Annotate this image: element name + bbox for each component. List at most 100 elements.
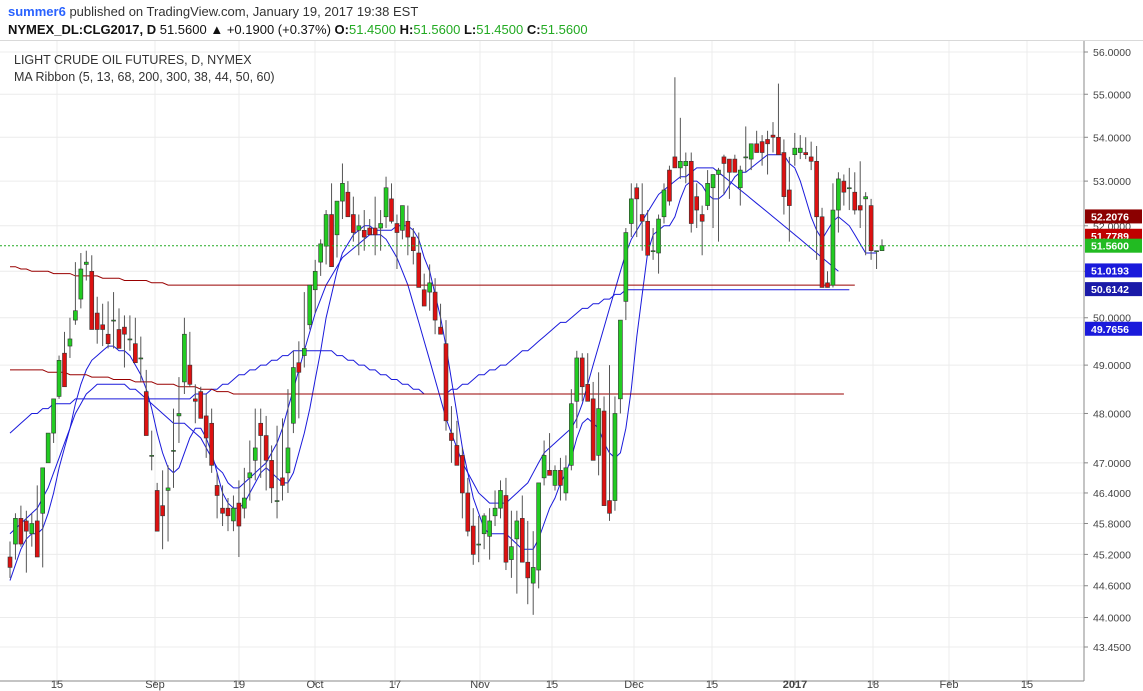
low-label: L: xyxy=(463,22,477,37)
price-tick-label: 46.4000 xyxy=(1093,488,1131,500)
open-value: 51.4500 xyxy=(348,22,396,37)
candle-up xyxy=(285,447,291,474)
candle-up xyxy=(127,338,133,341)
candle-down xyxy=(460,455,465,494)
candle-down xyxy=(394,223,400,233)
price-tick-label: 44.0000 xyxy=(1093,613,1131,625)
low-value: 51.4500 xyxy=(476,22,524,37)
candle-up xyxy=(541,455,547,479)
candle-up xyxy=(182,333,187,383)
candle-up xyxy=(171,450,176,452)
chart-title: LIGHT CRUDE OIL FUTURES, D, NYMEX xyxy=(14,53,252,67)
candle-down xyxy=(405,220,411,238)
candle-down xyxy=(122,326,127,335)
candle-down xyxy=(94,312,100,330)
chart-grid xyxy=(0,41,1084,681)
candle-up xyxy=(836,178,841,211)
high-label: H: xyxy=(399,22,414,37)
open-label: O: xyxy=(334,22,349,37)
candle-down xyxy=(203,415,209,439)
price-label-bg xyxy=(1085,321,1142,336)
candle-down xyxy=(421,289,427,307)
candle-up xyxy=(111,319,116,322)
candle-down xyxy=(416,252,422,288)
candle-up xyxy=(56,360,62,397)
candle-down xyxy=(225,507,231,517)
candle-down xyxy=(808,156,814,162)
price-change: ▲ +0.1900 (+0.37%) xyxy=(210,22,331,37)
candle-up xyxy=(650,250,656,253)
candle-up xyxy=(318,243,323,263)
candle-down xyxy=(688,160,694,224)
candle-down xyxy=(841,180,847,193)
price-tick-label: 45.2000 xyxy=(1093,549,1131,561)
price-change-text: ▲ +0.1900 (+0.37%) xyxy=(210,22,331,37)
candle-up xyxy=(678,160,683,169)
candle-down xyxy=(721,156,727,164)
time-tick-label: 2017 xyxy=(783,679,807,691)
candle-down xyxy=(280,477,285,486)
candle-up xyxy=(301,348,307,356)
time-axis[interactable]: 15 Sep 19 Oct 17 Nov 15 Dec 15 2017 18 Feb 15 xyxy=(0,679,1084,691)
price-axis[interactable]: 56.000055.000054.000053.000052.000051.00… xyxy=(1083,41,1143,681)
close-label: C: xyxy=(526,22,541,37)
candle-up xyxy=(797,147,803,153)
author-link[interactable]: summer6 xyxy=(8,4,66,19)
candle-down xyxy=(694,196,700,211)
last-price: 51.5600 xyxy=(159,22,207,37)
time-tick-label: Feb xyxy=(940,679,959,691)
candle-down xyxy=(34,520,40,558)
ma-line-ma-200 xyxy=(10,266,855,286)
time-tick-label: 15 xyxy=(1021,679,1033,691)
time-tick-label: 15 xyxy=(706,679,718,691)
candle-down xyxy=(133,343,138,364)
candle-down xyxy=(667,169,672,202)
candle-up xyxy=(743,156,749,159)
candle-down xyxy=(329,214,334,268)
candle-up xyxy=(51,398,56,434)
price-tick-label: 43.4500 xyxy=(1093,642,1131,654)
candle-down xyxy=(443,343,449,422)
candle-down xyxy=(699,214,705,222)
time-tick-label: 15 xyxy=(51,679,63,691)
price-label-bg xyxy=(1085,238,1142,253)
candle-down xyxy=(449,432,454,441)
candle-down xyxy=(852,191,858,211)
price-chart[interactable]: 56.000055.000054.000053.000052.000051.00… xyxy=(0,41,1143,691)
candle-down xyxy=(607,500,612,514)
price-tick-label: 48.0000 xyxy=(1093,408,1131,420)
candle-up xyxy=(84,261,89,265)
publish-line: summer6 published on TradingView.com, Ja… xyxy=(8,4,418,19)
candle-down xyxy=(193,398,198,402)
ma-line-ma-5 xyxy=(9,154,877,581)
candle-down xyxy=(868,205,874,252)
candle-up xyxy=(149,455,154,457)
candle-up xyxy=(476,543,482,546)
candle-up xyxy=(661,189,667,218)
price-tick-label: 47.0000 xyxy=(1093,458,1131,470)
candle-up xyxy=(247,472,253,479)
candle-up xyxy=(492,507,498,517)
candle-up xyxy=(596,408,601,456)
candle-up xyxy=(383,187,389,218)
candle-up xyxy=(509,546,514,560)
candle-up xyxy=(323,214,329,247)
candle-down xyxy=(672,156,678,169)
candle-down xyxy=(470,525,476,555)
candle-up xyxy=(481,515,487,535)
candle-down xyxy=(154,490,160,532)
price-label-text: 51.5600 xyxy=(1091,241,1129,253)
time-tick-label: Nov xyxy=(470,679,490,691)
candle-up xyxy=(863,196,868,200)
candle-down xyxy=(819,216,825,288)
candle-down xyxy=(727,158,732,173)
candle-up xyxy=(574,357,580,402)
candle-down xyxy=(410,236,416,252)
candle-up xyxy=(29,523,35,535)
candle-down xyxy=(214,485,220,496)
ma-line-ma-300 xyxy=(10,369,844,395)
candle-up xyxy=(274,500,280,502)
candle-up xyxy=(73,310,78,321)
price-tick-label: 54.0000 xyxy=(1093,132,1131,144)
candle-up xyxy=(312,271,318,291)
